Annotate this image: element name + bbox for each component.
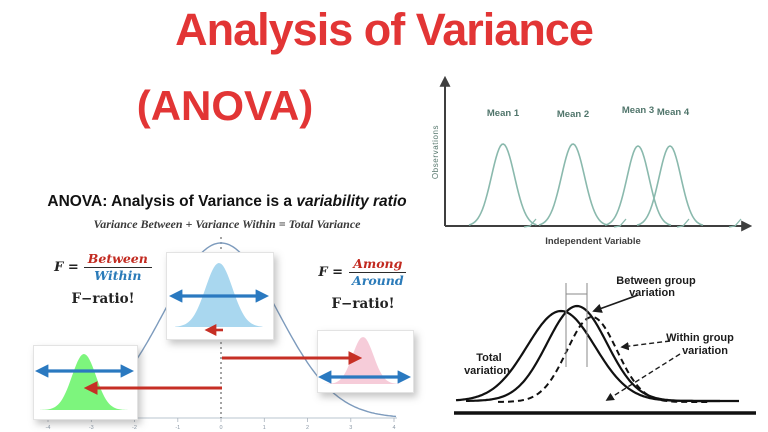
svg-text:-2: -2 xyxy=(132,425,137,431)
green-distribution-card xyxy=(33,345,138,420)
pink-bell-curve xyxy=(323,337,404,384)
baseline-flourish xyxy=(728,218,742,228)
formula-between-within: F = Between Within F−ratio! xyxy=(44,251,162,307)
mean-1-label: Mean 1 xyxy=(487,108,520,119)
pink-distribution-card xyxy=(317,330,414,393)
within-group-pointer-dashed-2 xyxy=(605,353,681,401)
bell-curve-mean-1 xyxy=(468,143,537,226)
baseline-flourish xyxy=(613,218,627,228)
f-ratio-caption: F−ratio! xyxy=(71,290,135,307)
between-group-label-line1: Between group xyxy=(616,275,696,287)
svg-text:-4: -4 xyxy=(46,425,51,431)
bell-curve-mean-3 xyxy=(604,145,672,226)
baseline-flourish xyxy=(676,218,690,228)
y-axis-label: Observations xyxy=(431,125,440,179)
svg-text:0: 0 xyxy=(219,425,222,431)
svg-text:-3: -3 xyxy=(89,425,94,431)
fraction-numerator: Among xyxy=(349,256,407,274)
within-group-label-line1: Within group xyxy=(666,332,734,344)
green-bell-svg xyxy=(34,354,135,410)
within-group-label-line2: variation xyxy=(682,345,728,357)
observations-chart: Observations Mean 1 Mean 2 Mean 3 Mean 4… xyxy=(430,68,768,250)
baseline-flourish xyxy=(523,218,537,228)
fraction-denominator: Around xyxy=(352,273,404,289)
green-bell-curve xyxy=(40,354,128,410)
page-title: Analysis of Variance xyxy=(175,4,594,55)
definition-equation: Variance Between + Variance Within = Tot… xyxy=(93,217,361,231)
total-variation-label-line2: variation xyxy=(464,365,510,377)
svg-text:2: 2 xyxy=(306,425,309,431)
fraction-numerator: Between xyxy=(83,251,152,269)
total-variation-label-line1: Total xyxy=(476,352,501,364)
within-group-pointer-dashed-1 xyxy=(620,340,671,351)
anova-subtitle: (ANOVA) xyxy=(136,82,314,129)
bell-curve-mean-4 xyxy=(636,145,704,226)
formula-among-around: F = Among Around F−ratio! xyxy=(304,256,422,312)
observations-chart-svg: Observations Mean 1 Mean 2 Mean 3 Mean 4… xyxy=(431,75,753,247)
mean-4-label: Mean 4 xyxy=(657,107,690,118)
bell-curve-mean-2 xyxy=(538,143,607,226)
between-group-pointer-arrow xyxy=(592,294,639,313)
definition-heading: ANOVA: Analysis of Variance is a variabi… xyxy=(28,193,426,211)
svg-text:4: 4 xyxy=(392,425,395,431)
blue-bell-svg xyxy=(168,263,270,327)
definition-heading-text: ANOVA: Analysis of Variance is a xyxy=(47,193,297,210)
between-group-label-line2: variation xyxy=(629,287,675,299)
fraction-denominator: Within xyxy=(94,268,142,284)
svg-text:1: 1 xyxy=(263,425,266,431)
fraction: Among Around xyxy=(348,256,408,289)
pink-bell-svg xyxy=(317,337,412,384)
within-group-dashed-curve xyxy=(498,315,711,403)
shifted-group-curve xyxy=(466,304,739,403)
x-axis-label: Independent Variable xyxy=(545,236,641,247)
group-variation-diagram: Between group variation Within group var… xyxy=(454,275,756,415)
formula-lhs: F = xyxy=(54,260,79,276)
blue-distribution-card xyxy=(166,252,274,340)
svg-text:3: 3 xyxy=(349,425,352,431)
mean-3-label: Mean 3 xyxy=(622,105,654,116)
fraction: Between Within xyxy=(83,251,152,284)
dist-x-tick-labels: -4 -3 -2 -1 0 1 2 3 4 xyxy=(46,425,396,431)
mean-2-label: Mean 2 xyxy=(557,109,589,120)
svg-text:-1: -1 xyxy=(175,425,180,431)
f-ratio-caption: F−ratio! xyxy=(331,295,395,312)
formula-lhs: F = xyxy=(318,265,344,281)
definition-heading-emphasis: variability ratio xyxy=(296,193,407,210)
